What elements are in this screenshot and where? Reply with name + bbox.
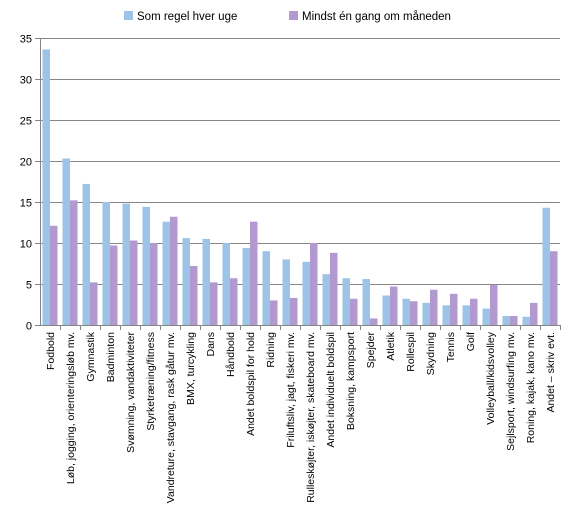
bar-monthly	[470, 298, 478, 325]
bar-monthly	[550, 251, 558, 325]
bar-monthly	[130, 240, 138, 325]
x-category-label: Rulleskøjter, iskøjter, skateboard mv.	[305, 332, 317, 503]
y-tick-label: 30	[20, 75, 32, 87]
bar-weekly	[342, 278, 350, 325]
x-category-label: Golf	[465, 332, 477, 351]
bar-weekly	[362, 279, 370, 325]
bar-weekly	[402, 298, 410, 325]
x-category-label: Tennis	[445, 332, 457, 362]
bar-monthly	[490, 284, 498, 325]
bar-monthly	[330, 252, 338, 325]
bar-monthly	[270, 300, 278, 325]
legend-label-weekly: Som regel hver uge	[137, 11, 237, 23]
x-category-label: Atletik	[385, 331, 397, 360]
bar-monthly	[370, 318, 378, 325]
bar-weekly	[242, 247, 250, 325]
bar-weekly	[422, 302, 430, 325]
bar-monthly	[70, 200, 78, 325]
bar-weekly	[162, 221, 170, 325]
x-category-label: Dans	[205, 332, 217, 357]
legend-swatch-monthly	[289, 11, 298, 20]
y-tick-label: 35	[20, 34, 32, 46]
x-category-label: Gymnastik	[85, 331, 97, 381]
legend: Som regel hver uge Mindst én gang om mån…	[124, 11, 451, 23]
bar-monthly	[290, 297, 298, 325]
bar-weekly	[222, 243, 230, 325]
x-category-label: Vandreture, stavgang, rask gåtur mv.	[165, 332, 177, 503]
bar-monthly	[110, 245, 118, 325]
bar-weekly	[502, 315, 510, 325]
bar-weekly	[542, 207, 550, 325]
bar-monthly	[430, 289, 438, 325]
legend-swatch-weekly	[124, 11, 133, 20]
x-category-label: Fodbold	[45, 332, 57, 370]
x-category-label: Andet – skriv evt.	[545, 332, 557, 413]
bar-monthly	[150, 243, 158, 325]
bar-weekly	[62, 158, 70, 325]
bar-monthly	[190, 265, 198, 325]
bar-weekly	[282, 259, 290, 325]
y-tick-label: 25	[20, 116, 32, 128]
bar-weekly	[182, 238, 190, 325]
bar-weekly	[382, 295, 390, 325]
x-category-label: Roning, kajak, kano mv.	[525, 332, 537, 443]
x-category-label: Andet individuelt boldspil	[325, 332, 337, 448]
bar-monthly	[50, 225, 58, 325]
x-axis: Fodbold Løb, jogging, orienteringsløb mv.…	[35, 325, 561, 503]
bar-monthly	[350, 298, 358, 325]
bar-weekly	[482, 308, 490, 325]
x-category-label: Volleyball/kidsvolley	[485, 331, 497, 425]
bars	[42, 49, 558, 325]
x-category-label: Boksning, kampsport	[345, 332, 357, 430]
bar-monthly	[410, 301, 418, 325]
x-category-label: Friluftsliv, jagt, fiskeri mv.	[285, 332, 297, 448]
bar-weekly	[142, 206, 150, 325]
bar-monthly	[390, 286, 398, 325]
x-category-label: Spejder	[365, 332, 377, 369]
x-category-label: Løb, jogging, orienteringsløb mv.	[65, 332, 77, 484]
bar-weekly	[82, 183, 90, 325]
x-category-label: Svømning, vandaktiviteter	[125, 332, 137, 453]
y-tick-label: 5	[26, 280, 32, 292]
bar-weekly	[42, 49, 50, 325]
bar-monthly	[210, 282, 218, 325]
y-tick-label: 15	[20, 198, 32, 210]
bar-weekly	[302, 261, 310, 325]
bar-monthly	[230, 278, 238, 325]
bar-monthly	[310, 243, 318, 325]
bar-weekly	[442, 305, 450, 325]
bar-weekly	[102, 202, 110, 325]
legend-label-monthly: Mindst én gang om måneden	[302, 11, 451, 23]
bar-weekly	[202, 238, 210, 325]
y-axis: 0 5 10 15 20 25 30 35	[20, 34, 41, 333]
bar-monthly	[530, 302, 538, 325]
bar-weekly	[122, 203, 130, 325]
bar-monthly	[250, 221, 258, 325]
y-tick-label: 0	[26, 321, 32, 333]
x-category-label: Styrketræning/fitness	[145, 332, 157, 431]
bar-weekly	[322, 274, 330, 325]
bar-monthly	[450, 293, 458, 325]
y-tick-label: 20	[20, 157, 32, 169]
y-tick-label: 10	[20, 239, 32, 251]
x-category-label: Andet boldspil for hold	[245, 332, 257, 436]
bar-weekly	[522, 316, 530, 325]
x-category-label: Håndbold	[225, 332, 237, 377]
x-category-label: Skydning	[425, 332, 437, 375]
x-category-label: Rollespil	[405, 332, 417, 372]
x-category-label: BMX, turcykling	[185, 332, 197, 405]
x-category-label: Ridning	[265, 332, 277, 368]
bar-weekly	[262, 251, 270, 325]
gridlines	[40, 38, 560, 285]
bar-monthly	[510, 315, 518, 325]
x-category-label: Sejlsport, windsurfing mv.	[505, 332, 517, 451]
bar-monthly	[170, 216, 178, 325]
bar-weekly	[462, 305, 470, 325]
bar-monthly	[90, 282, 98, 325]
x-category-label: Badminton	[105, 332, 117, 382]
